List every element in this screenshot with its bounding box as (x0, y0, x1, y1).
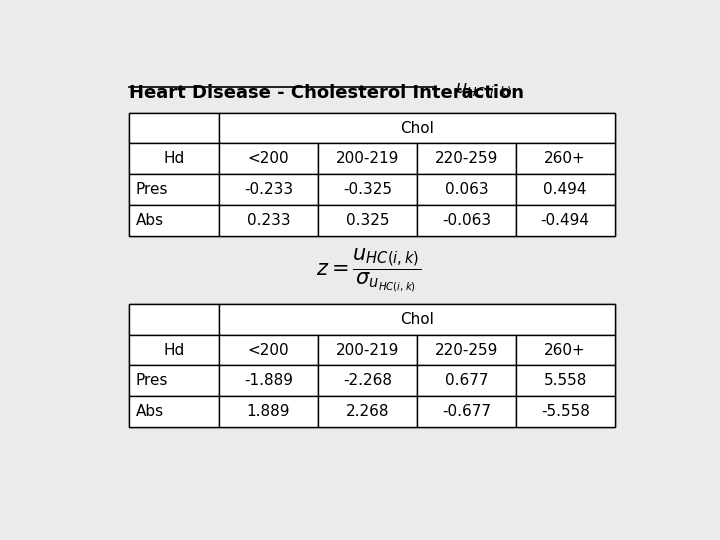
Bar (417, 174, 516, 205)
Bar (318, 205, 417, 235)
Bar (129, 174, 219, 205)
Text: 0.677: 0.677 (445, 373, 488, 388)
Text: Chol: Chol (400, 312, 433, 327)
Bar (516, 205, 615, 235)
Bar (129, 113, 615, 235)
Text: 2.268: 2.268 (346, 404, 390, 419)
Bar (129, 113, 219, 144)
Bar (417, 205, 516, 235)
Bar (219, 396, 318, 427)
Text: Chol: Chol (400, 120, 433, 136)
Bar (516, 144, 615, 174)
Bar (318, 396, 417, 427)
Bar (129, 366, 219, 396)
Bar (219, 335, 318, 366)
Text: 220-259: 220-259 (435, 151, 498, 166)
Bar (219, 304, 615, 335)
Text: -2.268: -2.268 (343, 373, 392, 388)
Text: Abs: Abs (136, 404, 164, 419)
Text: 200-219: 200-219 (336, 342, 399, 357)
Text: -0.494: -0.494 (541, 213, 590, 228)
Text: 5.558: 5.558 (544, 373, 587, 388)
Bar (219, 205, 318, 235)
Bar (129, 304, 615, 427)
Text: 220-259: 220-259 (435, 342, 498, 357)
Text: Heart Disease - Cholesterol Interaction: Heart Disease - Cholesterol Interaction (129, 84, 524, 102)
Bar (516, 396, 615, 427)
Text: $z = \dfrac{u_{HC(i,k)}}{\sigma_{u_{HC(i,k)}}}$: $z = \dfrac{u_{HC(i,k)}}{\sigma_{u_{HC(i… (317, 246, 421, 294)
Bar (219, 144, 318, 174)
Text: Pres: Pres (136, 373, 168, 388)
Bar (129, 205, 219, 235)
Text: Hd: Hd (163, 151, 184, 166)
Text: 260+: 260+ (544, 151, 586, 166)
Bar (129, 144, 219, 174)
Bar (417, 335, 516, 366)
Text: Pres: Pres (136, 182, 168, 197)
Text: 1.889: 1.889 (247, 404, 290, 419)
Text: <200: <200 (248, 342, 289, 357)
Bar (219, 113, 615, 144)
Bar (417, 366, 516, 396)
Bar (516, 174, 615, 205)
Bar (318, 174, 417, 205)
Text: $u_{HC(i,k)}$: $u_{HC(i,k)}$ (456, 82, 513, 99)
Text: -1.889: -1.889 (244, 373, 293, 388)
Bar (129, 304, 219, 335)
Bar (318, 335, 417, 366)
Bar (417, 144, 516, 174)
Text: 0.325: 0.325 (346, 213, 390, 228)
Bar (516, 335, 615, 366)
Text: -0.233: -0.233 (244, 182, 293, 197)
Text: Abs: Abs (136, 213, 164, 228)
Bar (219, 174, 318, 205)
Text: Hd: Hd (163, 342, 184, 357)
Text: 260+: 260+ (544, 342, 586, 357)
Bar (129, 396, 219, 427)
Text: <200: <200 (248, 151, 289, 166)
Text: 200-219: 200-219 (336, 151, 399, 166)
Text: -0.325: -0.325 (343, 182, 392, 197)
Bar (318, 366, 417, 396)
Text: 0.494: 0.494 (544, 182, 587, 197)
Bar (129, 335, 219, 366)
Text: 0.233: 0.233 (246, 213, 290, 228)
Bar (219, 366, 318, 396)
Bar (417, 396, 516, 427)
Text: 0.063: 0.063 (445, 182, 488, 197)
Bar (516, 366, 615, 396)
Text: -0.063: -0.063 (442, 213, 491, 228)
Bar (318, 144, 417, 174)
Text: -0.677: -0.677 (442, 404, 491, 419)
Text: -5.558: -5.558 (541, 404, 590, 419)
